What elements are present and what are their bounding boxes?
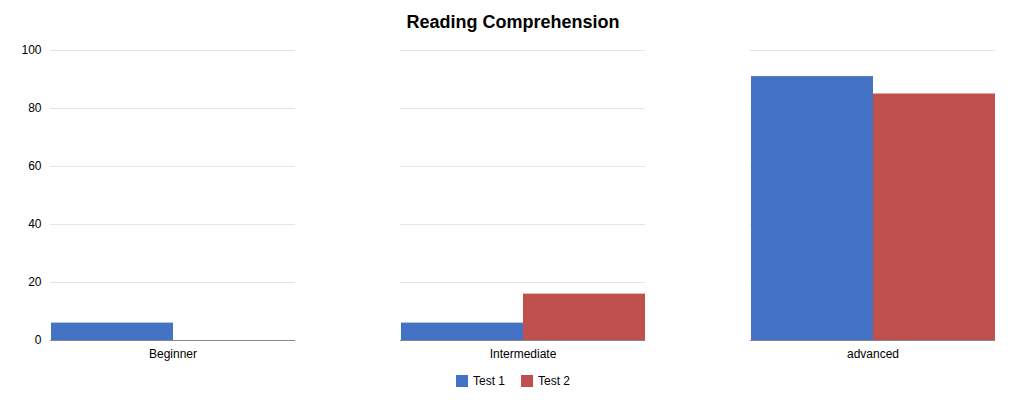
html-text:Test 2: Test 2 bbox=[538, 374, 570, 388]
svg-text:40: 40 bbox=[28, 217, 42, 231]
html-text:Test 1: Test 1 bbox=[473, 374, 505, 388]
svg-text:Intermediate: Intermediate bbox=[490, 347, 557, 361]
svg-text:advanced: advanced bbox=[847, 347, 899, 361]
svg-text:0: 0 bbox=[35, 333, 42, 347]
svg-text:Beginner: Beginner bbox=[149, 347, 197, 361]
svg-text:60: 60 bbox=[28, 159, 42, 173]
svg-text:20: 20 bbox=[28, 275, 42, 289]
svg-text:80: 80 bbox=[28, 101, 42, 115]
html-text:Reading Comprehension: Reading Comprehension bbox=[406, 12, 620, 32]
svg-text:100: 100 bbox=[21, 43, 41, 57]
